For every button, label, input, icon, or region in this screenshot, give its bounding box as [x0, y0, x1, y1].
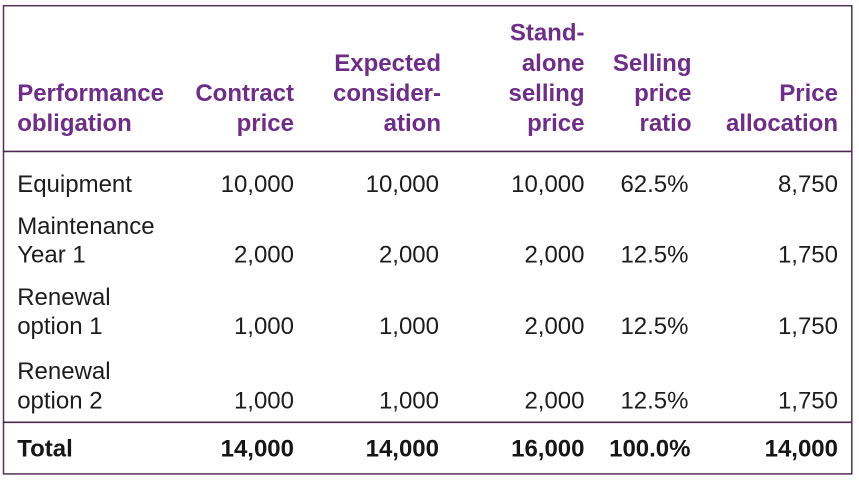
svg-text:price: price	[527, 110, 584, 137]
svg-text:Renewal: Renewal	[17, 284, 110, 311]
svg-text:Renewal: Renewal	[17, 358, 110, 385]
svg-text:1,000: 1,000	[234, 387, 294, 414]
svg-text:Contract: Contract	[195, 80, 294, 107]
svg-text:2,000: 2,000	[234, 242, 294, 269]
svg-text:Performance: Performance	[17, 80, 164, 107]
svg-text:2,000: 2,000	[524, 242, 584, 269]
svg-text:1,750: 1,750	[778, 242, 838, 269]
svg-text:Price: Price	[779, 80, 838, 107]
svg-text:10,000: 10,000	[511, 171, 584, 198]
svg-text:Year 1: Year 1	[17, 242, 86, 269]
svg-text:obligation: obligation	[17, 110, 132, 137]
svg-text:10,000: 10,000	[366, 171, 439, 198]
svg-text:14,000: 14,000	[366, 436, 439, 463]
svg-text:Stand-: Stand-	[510, 19, 585, 46]
svg-text:Selling: Selling	[613, 50, 692, 77]
svg-text:14,000: 14,000	[765, 436, 838, 463]
svg-text:62.5%: 62.5%	[620, 171, 688, 198]
svg-text:10,000: 10,000	[221, 171, 294, 198]
svg-text:Equipment: Equipment	[17, 171, 132, 198]
svg-text:2,000: 2,000	[379, 242, 439, 269]
svg-text:price: price	[237, 110, 294, 137]
svg-text:1,000: 1,000	[379, 313, 439, 340]
svg-text:1,000: 1,000	[234, 313, 294, 340]
svg-text:100.0%: 100.0%	[609, 436, 690, 463]
svg-text:2,000: 2,000	[524, 313, 584, 340]
svg-text:16,000: 16,000	[511, 436, 584, 463]
svg-text:selling: selling	[508, 80, 584, 107]
svg-text:1,000: 1,000	[379, 387, 439, 414]
svg-text:alone: alone	[522, 50, 585, 77]
svg-text:ratio: ratio	[639, 110, 691, 137]
svg-text:allocation: allocation	[726, 110, 838, 137]
svg-text:1,750: 1,750	[778, 387, 838, 414]
svg-text:price: price	[634, 80, 691, 107]
svg-text:option 1: option 1	[17, 313, 102, 340]
svg-text:14,000: 14,000	[221, 436, 294, 463]
svg-text:12.5%: 12.5%	[620, 387, 688, 414]
svg-text:consider-: consider-	[333, 80, 441, 107]
svg-text:Expected: Expected	[334, 50, 441, 77]
svg-text:12.5%: 12.5%	[620, 313, 688, 340]
svg-text:1,750: 1,750	[778, 313, 838, 340]
svg-text:ation: ation	[384, 110, 441, 137]
svg-text:2,000: 2,000	[524, 387, 584, 414]
svg-text:Total: Total	[17, 436, 73, 463]
svg-text:8,750: 8,750	[778, 171, 838, 198]
svg-text:12.5%: 12.5%	[620, 242, 688, 269]
svg-text:option 2: option 2	[17, 387, 102, 414]
svg-text:Maintenance: Maintenance	[17, 213, 154, 240]
